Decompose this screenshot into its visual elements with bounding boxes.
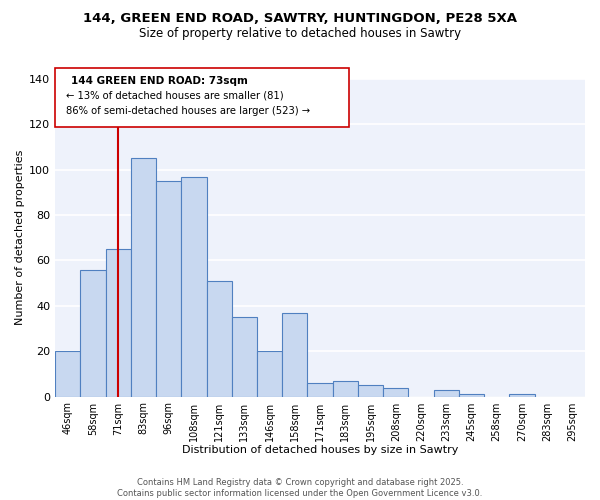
Bar: [206, 281, 232, 396]
Bar: [131, 158, 156, 396]
Y-axis label: Number of detached properties: Number of detached properties: [15, 150, 25, 326]
Text: 144 GREEN END ROAD: 73sqm: 144 GREEN END ROAD: 73sqm: [71, 76, 248, 86]
Bar: [80, 270, 106, 396]
Text: ← 13% of detached houses are smaller (81): ← 13% of detached houses are smaller (81…: [66, 90, 283, 100]
Bar: [332, 380, 358, 396]
Bar: [55, 351, 80, 397]
Text: 86% of semi-detached houses are larger (523) →: 86% of semi-detached houses are larger (…: [66, 106, 310, 116]
Bar: [282, 312, 307, 396]
Text: 144, GREEN END ROAD, SAWTRY, HUNTINGDON, PE28 5XA: 144, GREEN END ROAD, SAWTRY, HUNTINGDON,…: [83, 12, 517, 26]
Bar: [509, 394, 535, 396]
Bar: [358, 386, 383, 396]
Text: Size of property relative to detached houses in Sawtry: Size of property relative to detached ho…: [139, 28, 461, 40]
Bar: [383, 388, 409, 396]
Bar: [434, 390, 459, 396]
X-axis label: Distribution of detached houses by size in Sawtry: Distribution of detached houses by size …: [182, 445, 458, 455]
FancyBboxPatch shape: [55, 68, 349, 126]
Bar: [459, 394, 484, 396]
Text: Contains HM Land Registry data © Crown copyright and database right 2025.
Contai: Contains HM Land Registry data © Crown c…: [118, 478, 482, 498]
Bar: [106, 249, 131, 396]
Bar: [307, 383, 332, 396]
Bar: [257, 351, 282, 397]
Bar: [232, 317, 257, 396]
Bar: [156, 181, 181, 396]
Bar: [181, 176, 206, 396]
